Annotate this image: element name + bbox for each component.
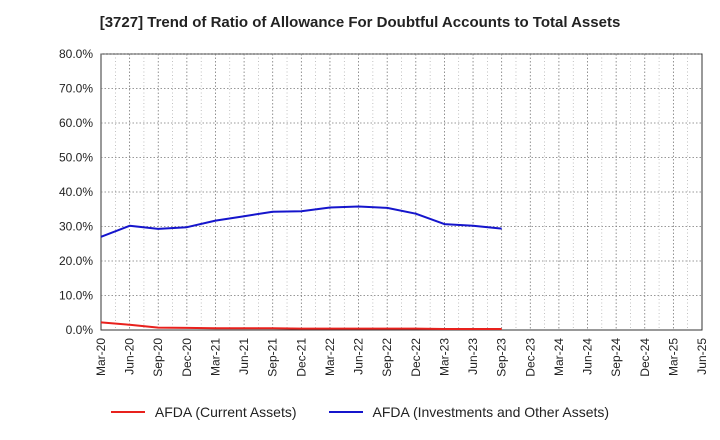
y-tick-label: 30.0% — [59, 220, 93, 234]
x-tick-label: Jun-20 — [123, 338, 137, 375]
x-tick-label: Sep-24 — [609, 338, 623, 377]
legend-label-current-assets: AFDA (Current Assets) — [154, 404, 297, 420]
legend: AFDA (Current Assets) AFDA (Investments … — [0, 404, 720, 420]
x-tick-label: Mar-22 — [323, 338, 337, 376]
y-tick-label: 20.0% — [59, 254, 93, 268]
x-tick-label: Jun-23 — [466, 338, 480, 375]
x-tick-label: Dec-24 — [638, 338, 652, 377]
x-tick-label: Dec-21 — [294, 338, 308, 377]
y-tick-label: 50.0% — [59, 151, 93, 165]
x-tick-label: Dec-20 — [180, 338, 194, 377]
chart-plot: 0.0% 10.0% 20.0% 30.0% 40.0% 50.0% 60.0% 70.0% 8… — [59, 47, 709, 377]
legend-item-current-assets: AFDA (Current Assets) — [110, 404, 297, 420]
legend-item-investments: AFDA (Investments and Other Assets) — [328, 404, 610, 420]
y-tick-label: 70.0% — [59, 82, 93, 96]
x-tick-label: Dec-23 — [523, 338, 537, 377]
x-tick-label: Sep-20 — [151, 338, 165, 377]
x-tick-label: Sep-21 — [266, 338, 280, 377]
x-tick-label: Jun-22 — [352, 338, 366, 375]
x-tick-label: Mar-24 — [552, 338, 566, 376]
y-tick-label: 60.0% — [59, 116, 93, 130]
y-tick-label: 10.0% — [59, 289, 93, 303]
x-tick-label: Sep-22 — [380, 338, 394, 377]
x-tick-label: Jun-24 — [581, 338, 595, 375]
legend-swatch-current-assets — [110, 411, 145, 413]
x-tick-label: Mar-23 — [437, 338, 451, 376]
legend-label-investments: AFDA (Investments and Other Assets) — [372, 404, 610, 420]
x-tick-label: Mar-21 — [208, 338, 222, 376]
x-tick-label: Dec-22 — [409, 338, 423, 377]
x-tick-label: Jun-25 — [695, 338, 709, 375]
x-tick-label: Sep-23 — [495, 338, 509, 377]
y-tick-label: 80.0% — [59, 47, 93, 61]
legend-swatch-investments — [328, 411, 363, 413]
x-tick-label: Mar-25 — [666, 338, 680, 376]
x-tick-label: Jun-21 — [237, 338, 251, 375]
chart-title: [3727] Trend of Ratio of Allowance For D… — [99, 14, 621, 31]
x-tick-label: Mar-20 — [94, 338, 108, 376]
y-tick-label: 0.0% — [66, 323, 94, 337]
y-tick-label: 40.0% — [59, 185, 93, 199]
